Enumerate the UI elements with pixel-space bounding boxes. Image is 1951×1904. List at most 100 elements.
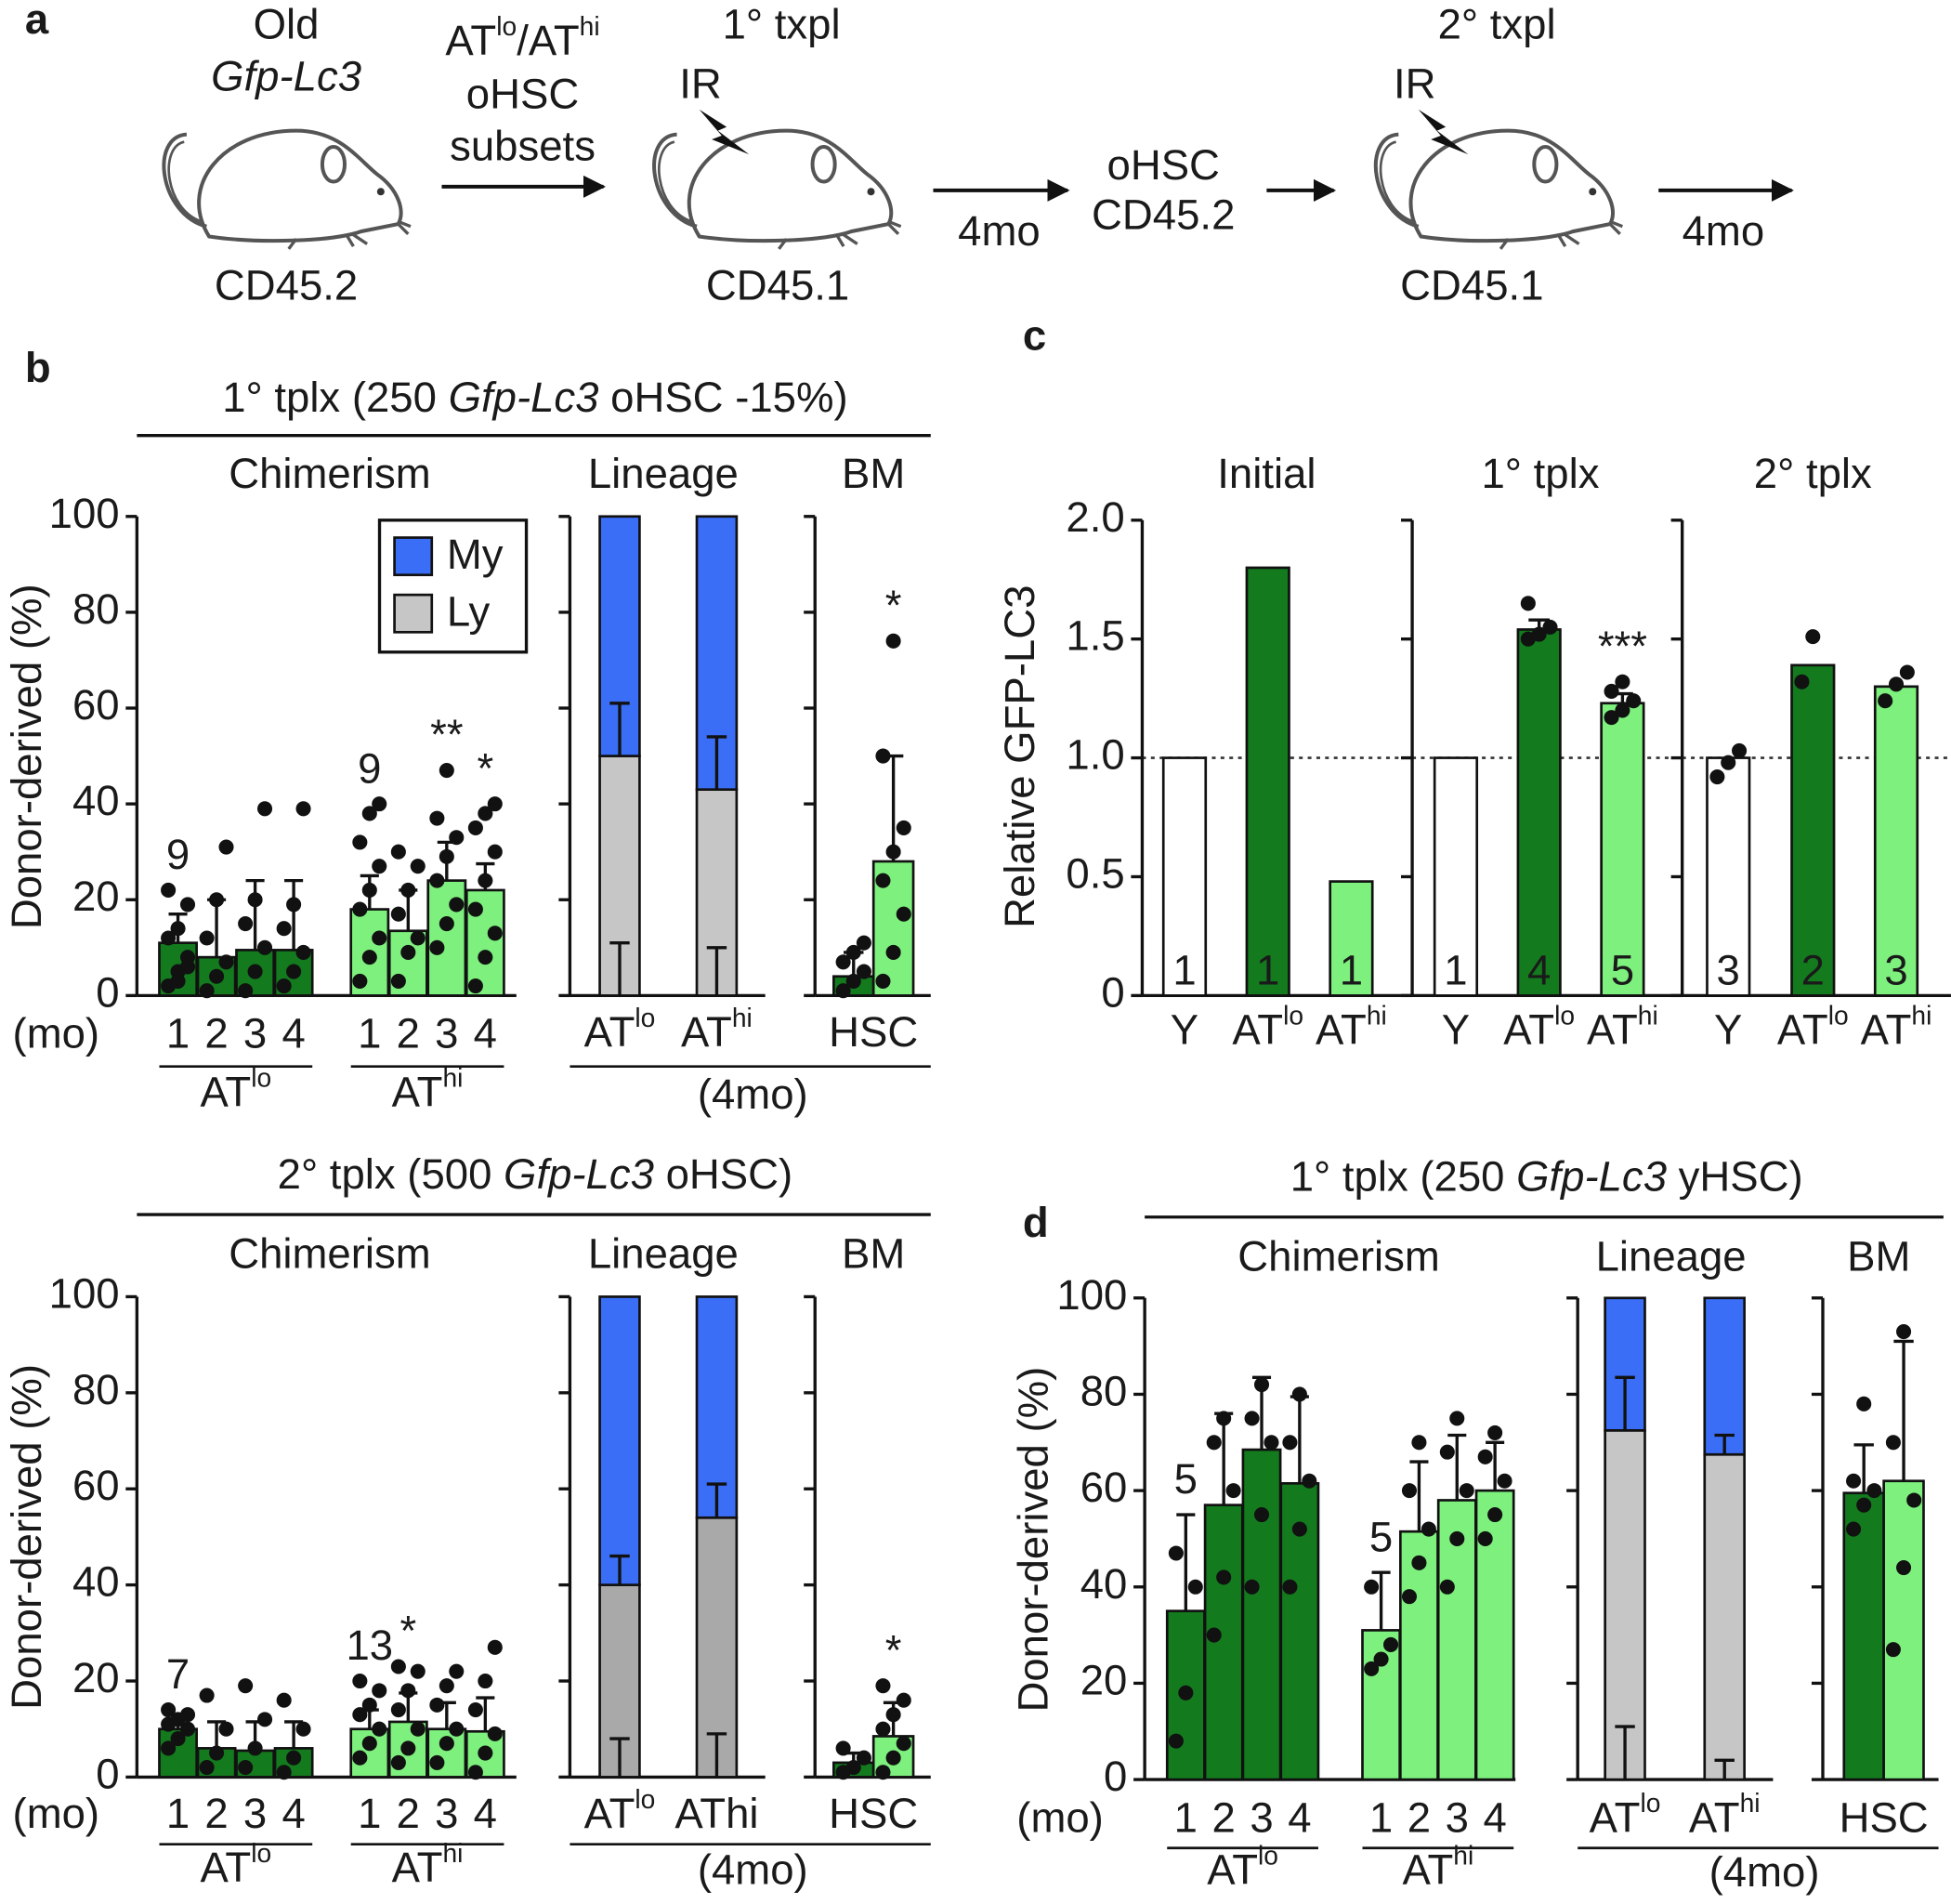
text-part: 20 bbox=[72, 873, 120, 920]
data-point bbox=[467, 978, 483, 994]
data-point bbox=[361, 1697, 377, 1713]
data-point bbox=[835, 983, 851, 999]
text-part: lo bbox=[635, 1785, 655, 1815]
x-tick-label: 1 bbox=[358, 1010, 381, 1057]
legend-label: My bbox=[447, 531, 504, 578]
schematic-graphics bbox=[164, 109, 1794, 249]
text-part: 0 bbox=[1104, 1753, 1127, 1800]
text-part: 2 bbox=[397, 1010, 420, 1057]
data-point bbox=[1401, 1483, 1418, 1499]
text-part: Donor-derived (%) bbox=[1010, 1367, 1057, 1713]
text-part: 2 bbox=[397, 1790, 420, 1837]
x-tick-label: 1 bbox=[166, 1010, 190, 1057]
text-part: (4mo) bbox=[1709, 1848, 1820, 1896]
text-part: 3 bbox=[435, 1790, 458, 1837]
subtitle: BM bbox=[842, 450, 905, 497]
error-bar bbox=[1893, 1339, 1914, 1481]
data-point bbox=[1866, 1483, 1882, 1499]
y-tick-label: 100 bbox=[1056, 1271, 1127, 1319]
schematic-label: 4mo bbox=[958, 207, 1041, 255]
schematic-label: oHSC bbox=[1107, 141, 1220, 189]
data-point bbox=[429, 939, 445, 955]
text-part: hi bbox=[580, 11, 600, 41]
data-point bbox=[1187, 1579, 1203, 1595]
data-point bbox=[352, 1707, 368, 1723]
text-part: c bbox=[1023, 311, 1046, 359]
error-bar bbox=[1371, 1570, 1391, 1631]
data-point bbox=[896, 1692, 911, 1708]
legend-swatch bbox=[393, 536, 434, 577]
x-tick-label: 4 bbox=[474, 1010, 497, 1057]
data-point bbox=[478, 806, 493, 821]
text-part: 5 bbox=[1611, 946, 1634, 993]
data-point bbox=[1885, 1435, 1901, 1451]
text-part: 3 bbox=[243, 1010, 267, 1057]
data-point bbox=[372, 796, 387, 812]
schematic-label: CD45.2 bbox=[1092, 190, 1235, 238]
x-tick-label: 2 bbox=[204, 1790, 228, 1837]
error-bar bbox=[1176, 1513, 1196, 1611]
text-part: (4mo) bbox=[698, 1846, 808, 1894]
text-part: 60 bbox=[72, 681, 120, 729]
n-label: 1 bbox=[1340, 946, 1363, 993]
text-part: AT bbox=[584, 1790, 635, 1837]
x-axis-label: (mo) bbox=[13, 1790, 100, 1837]
text-part: HSC bbox=[829, 1008, 918, 1056]
data-point bbox=[467, 1765, 483, 1780]
text-part: (mo) bbox=[1016, 1793, 1104, 1841]
data-point bbox=[429, 1754, 445, 1770]
subtitle: Chimerism bbox=[1237, 1232, 1439, 1280]
text-part: Donor-derived (%) bbox=[3, 584, 50, 929]
x-tick-label: 2 bbox=[1408, 1793, 1431, 1841]
data-point bbox=[1373, 1651, 1389, 1667]
data-point bbox=[1364, 1579, 1380, 1595]
error-bar bbox=[706, 1732, 727, 1778]
annotation: * bbox=[885, 1626, 902, 1674]
text-part: HSC bbox=[1840, 1793, 1929, 1841]
text-part: 2 bbox=[1801, 946, 1825, 993]
mouse bbox=[164, 131, 411, 249]
data-point bbox=[247, 1740, 263, 1756]
x-tick-label: Y bbox=[1714, 1006, 1742, 1054]
text-part: a bbox=[25, 0, 49, 43]
data-point bbox=[286, 964, 302, 979]
y-tick-label: 1.0 bbox=[1066, 731, 1124, 779]
data-point bbox=[1282, 1579, 1298, 1595]
x-tick-label: 3 bbox=[435, 1790, 458, 1837]
data-point bbox=[276, 1765, 292, 1780]
y-tick-label: 20 bbox=[1080, 1656, 1128, 1703]
text-part: 100 bbox=[1056, 1271, 1127, 1319]
data-point bbox=[1846, 1473, 1862, 1489]
data-point bbox=[199, 983, 215, 999]
data-point bbox=[467, 820, 483, 835]
text-part: 4mo bbox=[1683, 207, 1765, 255]
bar bbox=[1329, 880, 1374, 997]
text-part: Gfp-Lc3 bbox=[211, 53, 361, 100]
text-part: ** bbox=[430, 711, 463, 758]
error-bar bbox=[1615, 1375, 1635, 1431]
x-tick-label: ATlo bbox=[1503, 1001, 1575, 1054]
text-part: 0.5 bbox=[1066, 850, 1124, 898]
y-axis-label: Donor-derived (%) bbox=[1010, 1367, 1057, 1713]
x-tick-label: 4 bbox=[1288, 1793, 1311, 1841]
x-tick-label: 1 bbox=[1369, 1793, 1393, 1841]
text-part: hi bbox=[1453, 1841, 1473, 1871]
data-point bbox=[257, 939, 273, 955]
group-label: AThi bbox=[392, 1063, 464, 1116]
data-point bbox=[1732, 742, 1748, 758]
text-part: 40 bbox=[1080, 1560, 1128, 1608]
x-tick-label: AThi bbox=[1587, 1001, 1658, 1054]
text-part: 0 bbox=[96, 1750, 119, 1797]
data-point bbox=[1794, 674, 1810, 689]
text-part: 3 bbox=[1884, 946, 1907, 993]
data-point bbox=[1264, 1435, 1279, 1451]
text-part: 4 bbox=[474, 1790, 497, 1837]
text-part: 3 bbox=[243, 1790, 267, 1837]
text-part: 1° txpl bbox=[723, 0, 841, 47]
data-point bbox=[1856, 1497, 1872, 1513]
data-point bbox=[1497, 1473, 1512, 1489]
data-point bbox=[238, 915, 254, 932]
data-point bbox=[1520, 596, 1536, 611]
text-part: 5 bbox=[1174, 1455, 1198, 1503]
